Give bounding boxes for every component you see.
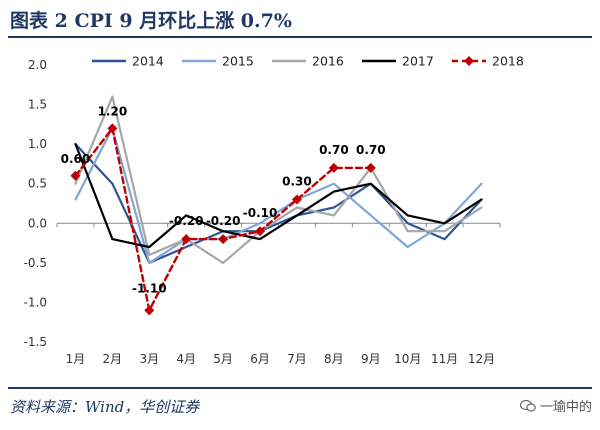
- data-point-2018: [144, 305, 154, 315]
- x-tick-label: 1月: [66, 352, 86, 366]
- data-label: 0.60: [61, 152, 91, 166]
- y-tick-label: 0.0: [28, 216, 47, 230]
- x-tick-label: 9月: [361, 352, 381, 366]
- y-tick-label: -1.0: [24, 295, 47, 309]
- data-label: 0.30: [282, 175, 312, 189]
- y-tick-label: 1.5: [28, 98, 47, 112]
- title-divider: [8, 36, 592, 38]
- data-label: -0.10: [243, 206, 278, 220]
- y-tick-label: 0.5: [28, 177, 47, 191]
- cpi-mom-chart: 2.0 1.5 1.0 0.5 0.0 -0.5 -1.0 -1.5 1月 2月 3月 4月 5月 6月 7…: [0, 40, 600, 385]
- x-tick-label: 12月: [468, 352, 495, 366]
- data-label: 0.70: [319, 143, 349, 157]
- y-tick-label: 1.0: [28, 137, 47, 151]
- data-label: -0.20: [206, 214, 241, 228]
- watermark: 一瑜中的: [520, 396, 592, 415]
- watermark-text: 一瑜中的: [540, 400, 592, 415]
- x-tick-label: 5月: [213, 352, 233, 366]
- legend-label-2018: 2018: [492, 54, 524, 69]
- data-label: 0.70: [356, 143, 386, 157]
- x-tick-label: 6月: [250, 352, 270, 366]
- y-tick-label: -1.5: [24, 335, 47, 349]
- x-tick-label: 4月: [176, 352, 196, 366]
- x-tick-label: 10月: [394, 352, 421, 366]
- data-point-2018: [218, 234, 228, 244]
- x-tick-label: 8月: [324, 352, 344, 366]
- y-tick-label: 2.0: [28, 58, 47, 72]
- data-label: -1.10: [132, 281, 167, 295]
- source-note: 资料来源：Wind，华创证券: [10, 396, 199, 417]
- x-tick-label: 7月: [287, 352, 307, 366]
- legend-label-2017: 2017: [402, 54, 434, 69]
- y-tick-label: -0.5: [24, 256, 47, 270]
- legend-label-2016: 2016: [312, 54, 344, 69]
- chart-title: 图表 2 CPI 9 月环比上涨 0.7%: [10, 6, 292, 33]
- wechat-icon: [520, 399, 536, 413]
- footer-divider: [8, 387, 592, 389]
- data-label: 1.20: [98, 104, 128, 118]
- data-label: -0.20: [169, 214, 204, 228]
- legend-label-2014: 2014: [132, 54, 164, 69]
- x-tick-label: 11月: [431, 352, 458, 366]
- legend-label-2015: 2015: [222, 54, 254, 69]
- x-tick-label: 2月: [103, 352, 123, 366]
- legend-marker-2018: [464, 56, 474, 66]
- x-tick-label: 3月: [139, 352, 159, 366]
